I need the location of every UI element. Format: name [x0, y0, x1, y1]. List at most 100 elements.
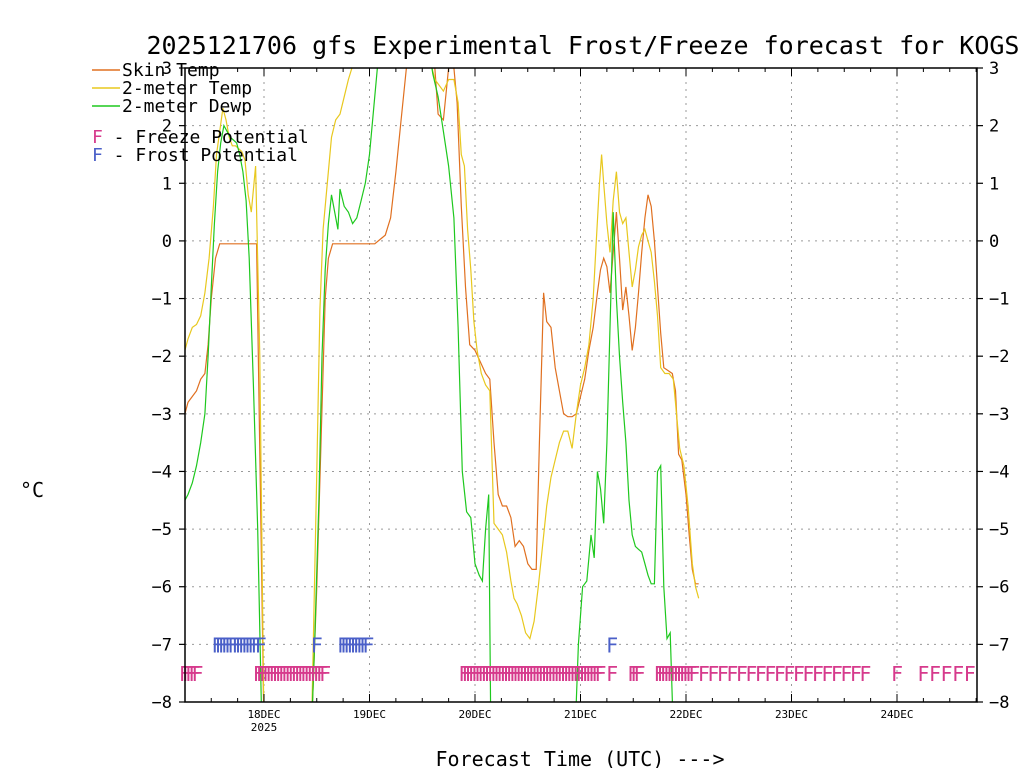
- y-tick-label-left: 1: [162, 174, 172, 194]
- y-tick-label-right: −4: [989, 462, 1009, 482]
- frost-marker: F: [350, 633, 362, 657]
- x-axis-label: Forecast Time (UTC) --->: [436, 747, 725, 768]
- freeze-marker: F: [477, 662, 489, 686]
- frost-marker: F: [353, 633, 365, 657]
- y-axis-label: °C: [20, 478, 44, 502]
- freeze-marker: F: [679, 662, 691, 686]
- frost-marker: F: [356, 633, 368, 657]
- series-line-2-meter-dewp: [185, 68, 673, 702]
- legend-marker-letter: F: [92, 145, 103, 166]
- frost-marker: F: [212, 633, 224, 657]
- freeze-marker: F: [917, 662, 929, 686]
- frost-marker: F: [606, 633, 618, 657]
- frost-marker: F: [244, 633, 256, 657]
- x-tick-sublabel: 2025: [251, 721, 278, 734]
- freeze-marker: F: [284, 662, 296, 686]
- x-tick-label: 21DEC: [564, 708, 597, 721]
- y-tick-label-right: −3: [989, 405, 1009, 425]
- freeze-marker: F: [964, 662, 976, 686]
- x-tick-label: 23DEC: [775, 708, 808, 721]
- freeze-marker: F: [595, 662, 607, 686]
- frost-marker: F: [241, 633, 253, 657]
- frost-marker: F: [311, 633, 323, 657]
- y-tick-label-right: −1: [989, 290, 1009, 310]
- freeze-marker: F: [506, 662, 518, 686]
- freeze-marker: F: [717, 662, 729, 686]
- freeze-marker: F: [484, 662, 496, 686]
- freeze-marker: F: [563, 662, 575, 686]
- x-tick-label: 18DEC: [247, 708, 280, 721]
- freeze-marker: F: [509, 662, 521, 686]
- chart-title: 2025121706 gfs Experimental Frost/Freeze…: [147, 31, 1020, 60]
- freeze-marker: F: [458, 662, 470, 686]
- frost-marker: F: [247, 633, 259, 657]
- y-tick-label-left: 0: [162, 232, 172, 252]
- x-tick-label: 20DEC: [458, 708, 491, 721]
- legend-marker-text: - Frost Potential: [103, 145, 298, 166]
- x-tick-label: 19DEC: [353, 708, 386, 721]
- y-tick-label-right: 1: [989, 174, 999, 194]
- y-tick-label-left: −8: [152, 693, 172, 713]
- freeze-marker: F: [572, 662, 584, 686]
- freeze-marker: F: [534, 662, 546, 686]
- freeze-marker: F: [490, 662, 502, 686]
- freeze-marker: F: [272, 662, 284, 686]
- frost-marker: F: [251, 633, 263, 657]
- legend-marker-letter: F: [92, 127, 103, 148]
- freeze-marker: F: [481, 662, 493, 686]
- freeze-marker: F: [682, 662, 694, 686]
- freeze-marker: F: [303, 662, 315, 686]
- freeze-marker: F: [525, 662, 537, 686]
- freeze-marker: F: [707, 662, 719, 686]
- y-tick-label-left: 2: [162, 117, 172, 137]
- freeze-marker: F: [493, 662, 505, 686]
- freeze-marker: F: [745, 662, 757, 686]
- frost-marker: F: [221, 633, 233, 657]
- frost-marker: F: [218, 633, 230, 657]
- y-tick-label-right: 0: [989, 232, 999, 252]
- freeze-marker: F: [294, 662, 306, 686]
- freeze-marker: F: [793, 662, 805, 686]
- freeze-marker: F: [259, 662, 271, 686]
- frost-marker: F: [359, 633, 371, 657]
- freeze-marker: F: [560, 662, 572, 686]
- freeze-marker: F: [676, 662, 688, 686]
- freeze-marker: F: [582, 662, 594, 686]
- freeze-marker: F: [265, 662, 277, 686]
- legend-freeze-potential: F - Freeze Potential: [92, 127, 309, 148]
- freeze-marker: F: [669, 662, 681, 686]
- freeze-marker: F: [547, 662, 559, 686]
- freeze-marker: F: [783, 662, 795, 686]
- freeze-marker: F: [503, 662, 515, 686]
- freeze-marker: F: [515, 662, 527, 686]
- frost-marker: F: [347, 633, 359, 657]
- x-tick-label: 24DEC: [880, 708, 913, 721]
- freeze-marker: F: [606, 662, 618, 686]
- freeze-marker: F: [941, 662, 953, 686]
- legend-marker-text: - Freeze Potential: [103, 127, 309, 148]
- y-tick-label-right: −6: [989, 578, 1009, 598]
- freeze-marker: F: [500, 662, 512, 686]
- freeze-marker: F: [269, 662, 281, 686]
- freeze-marker: F: [192, 662, 204, 686]
- frost-marker: F: [340, 633, 352, 657]
- frost-marker: F: [232, 633, 244, 657]
- frost-marker: F: [215, 633, 227, 657]
- x-tick-label: 22DEC: [669, 708, 702, 721]
- freeze-marker: F: [891, 662, 903, 686]
- y-tick-label-left: 3: [162, 59, 172, 79]
- freeze-marker: F: [755, 662, 767, 686]
- y-tick-label-left: −4: [152, 462, 172, 482]
- freeze-marker: F: [522, 662, 534, 686]
- freeze-marker: F: [569, 662, 581, 686]
- freeze-marker: F: [859, 662, 871, 686]
- freeze-marker: F: [840, 662, 852, 686]
- series-line-2-meter-temp: [185, 68, 700, 702]
- axes: −8 −8 −7 −7 −6 −6 −5 −5 −4 −4 −3 −3 −2 −2 −1 −1 0 0 1 1 2 2 3 3…: [152, 59, 1010, 734]
- freeze-marker: F: [579, 662, 591, 686]
- freeze-marker: F: [528, 662, 540, 686]
- frost-marker: F: [224, 633, 236, 657]
- freeze-marker: F: [726, 662, 738, 686]
- freeze-marker: F: [541, 662, 553, 686]
